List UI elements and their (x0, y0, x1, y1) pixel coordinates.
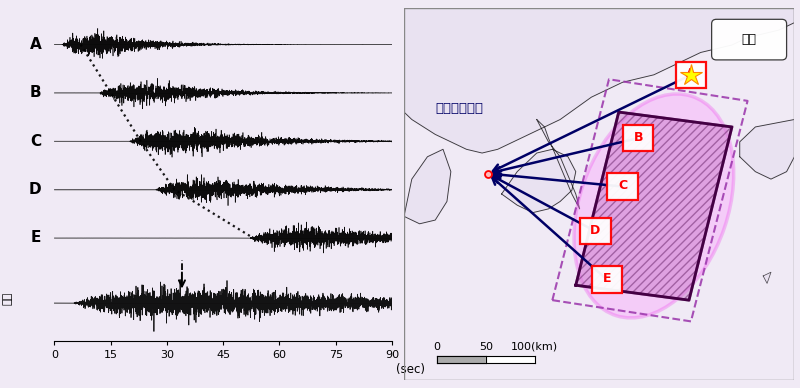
Text: C: C (618, 179, 627, 192)
Polygon shape (404, 8, 794, 153)
FancyBboxPatch shape (592, 267, 622, 293)
Text: E: E (602, 272, 611, 285)
Polygon shape (740, 120, 794, 179)
Text: 波形: 波形 (2, 291, 12, 305)
FancyBboxPatch shape (607, 173, 638, 200)
Text: (sec): (sec) (396, 363, 425, 376)
Text: 震源: 震源 (742, 33, 757, 46)
FancyBboxPatch shape (676, 62, 706, 88)
Text: 50: 50 (479, 341, 493, 352)
Polygon shape (404, 149, 451, 224)
Polygon shape (537, 120, 580, 209)
Polygon shape (763, 272, 771, 283)
Text: D: D (29, 182, 42, 197)
Polygon shape (576, 112, 732, 300)
Text: C: C (30, 134, 42, 149)
Text: 0: 0 (434, 341, 441, 352)
Text: E: E (31, 230, 42, 246)
Text: B: B (634, 130, 643, 144)
Ellipse shape (574, 94, 734, 318)
Text: 名古屋市役所: 名古屋市役所 (435, 102, 483, 115)
FancyBboxPatch shape (623, 125, 654, 151)
Text: 100(km): 100(km) (511, 341, 558, 352)
FancyBboxPatch shape (580, 218, 610, 244)
Text: D: D (590, 223, 601, 237)
Text: A: A (30, 37, 42, 52)
Text: B: B (30, 85, 42, 100)
Text: A: A (686, 67, 696, 80)
Polygon shape (502, 149, 576, 213)
FancyBboxPatch shape (712, 19, 786, 60)
